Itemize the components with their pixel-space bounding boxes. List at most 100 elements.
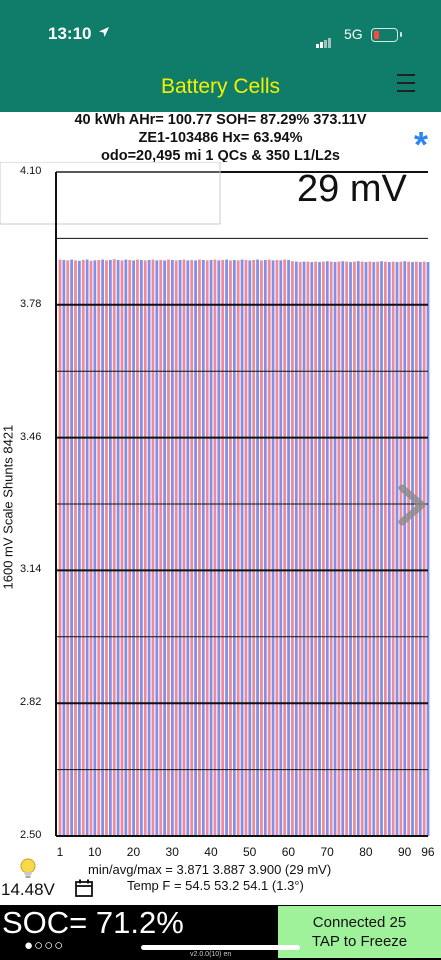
x-tick-label: 40 — [204, 845, 218, 859]
calendar-icon[interactable] — [74, 878, 94, 898]
app-bar: Battery Cells — [0, 62, 441, 112]
cell-bar-64 — [302, 261, 306, 836]
location-arrow-icon — [99, 27, 109, 37]
x-tick-label: 96 — [421, 845, 435, 859]
cell-bar-21 — [136, 259, 139, 836]
cell-bar-1 — [58, 259, 62, 836]
cell-bar-96 — [426, 262, 430, 836]
cell-bar-22 — [139, 259, 143, 837]
cell-bar-20 — [132, 260, 135, 836]
cell-bar-94 — [418, 262, 422, 836]
page-indicator[interactable]: ●○○○ — [24, 937, 65, 954]
cell-bar-58 — [279, 260, 283, 836]
y-tick-label: 3.46 — [20, 430, 42, 443]
cell-bar-4 — [70, 259, 74, 836]
cell-bar-61 — [291, 261, 294, 837]
cell-bar-63 — [298, 262, 302, 836]
cell-bar-28 — [163, 260, 166, 836]
y-tick-label: 2.82 — [20, 696, 42, 709]
cell-bar-51 — [252, 259, 256, 837]
cell-bar-18 — [124, 259, 128, 836]
status-time: 13:10 — [48, 24, 92, 43]
cell-bar-68 — [318, 262, 321, 836]
cell-bar-48 — [240, 259, 244, 836]
cell-bar-7 — [81, 259, 85, 837]
spread-readout: 29 mV — [297, 168, 407, 210]
cell-bar-79 — [360, 261, 364, 836]
cell-bar-84 — [380, 261, 383, 837]
cell-bar-37 — [198, 259, 201, 836]
cell-stats: min/avg/max = 3.871 3.887 3.900 (29 mV) — [88, 862, 332, 877]
signal-icon — [316, 30, 332, 48]
pack-summary: 40 kWh AHr= 100.77 SOH= 87.29% 373.11V — [74, 112, 367, 128]
star-icon[interactable]: * — [414, 124, 429, 165]
cell-bar-35 — [190, 259, 194, 837]
cell-bar-44 — [225, 259, 228, 836]
chevron-right-icon[interactable] — [398, 484, 428, 526]
cell-bar-80 — [364, 262, 368, 836]
cell-bar-41 — [213, 259, 217, 836]
cell-bar-54 — [263, 259, 267, 837]
y-tick-label: 2.50 — [20, 829, 42, 841]
cell-bar-56 — [271, 260, 275, 836]
cell-bar-43 — [221, 259, 225, 837]
cell-bar-50 — [248, 260, 252, 836]
cell-bar-30 — [170, 259, 174, 837]
cell-bar-26 — [155, 260, 159, 836]
y-tick-label: 3.78 — [20, 297, 42, 310]
menu-icon[interactable] — [397, 70, 415, 96]
x-tick-label: 70 — [320, 845, 334, 859]
cell-bar-40 — [209, 259, 213, 837]
cell-bar-2 — [62, 259, 66, 837]
cell-bar-87 — [391, 261, 395, 836]
cell-bar-3 — [66, 260, 70, 836]
cell-bar-5 — [74, 260, 77, 836]
cell-voltage-chart[interactable] — [0, 162, 441, 867]
cell-bar-23 — [143, 260, 147, 836]
cell-bar-55 — [267, 259, 271, 836]
cell-bar-12 — [101, 259, 105, 836]
aux-battery-voltage: 14.48V — [1, 880, 55, 899]
cell-bar-14 — [108, 259, 112, 837]
y-axis-label: 1600 mV Scale Shunts 8421 — [0, 424, 16, 590]
cell-bar-33 — [182, 259, 186, 836]
cell-bar-11 — [97, 259, 101, 837]
cell-bar-6 — [77, 260, 81, 836]
cell-bar-36 — [194, 260, 197, 836]
cell-bar-85 — [383, 261, 387, 836]
cell-bar-15 — [112, 259, 116, 836]
cell-bar-86 — [387, 262, 391, 836]
cell-bar-42 — [217, 260, 221, 836]
cell-bar-13 — [105, 260, 108, 836]
home-indicator[interactable] — [141, 945, 300, 950]
x-tick-label: 10 — [88, 845, 102, 859]
cell-bar-34 — [186, 260, 190, 836]
cell-bar-92 — [411, 262, 414, 836]
x-tick-label: 80 — [359, 845, 373, 859]
freeze-button[interactable] — [278, 906, 441, 958]
page-title: Battery Cells — [160, 75, 281, 98]
cell-bar-32 — [178, 259, 182, 837]
x-tick-label: 30 — [165, 845, 179, 859]
x-tick-label: 20 — [126, 845, 141, 859]
odometer-line: odo=20,495 mi 1 QCs & 350 L1/L2s — [101, 148, 340, 162]
cell-bar-9 — [89, 260, 93, 836]
cell-bar-10 — [93, 260, 97, 836]
cell-bar-19 — [128, 259, 132, 837]
status-bar: 13:10 5G — [0, 0, 441, 62]
cell-bar-69 — [322, 261, 325, 836]
cell-bar-38 — [201, 259, 205, 837]
version-label: v2.0.0(10) en — [190, 951, 232, 958]
cell-bar-46 — [232, 259, 236, 837]
cell-bar-25 — [151, 259, 155, 836]
cell-bar-59 — [283, 259, 287, 836]
cell-bar-73 — [337, 261, 341, 836]
cell-bar-77 — [353, 261, 356, 836]
cell-bar-24 — [147, 259, 151, 837]
cell-bar-27 — [159, 259, 163, 837]
cell-bar-31 — [174, 260, 178, 836]
x-tick-label: 90 — [397, 845, 412, 859]
x-tick-label: 50 — [243, 845, 257, 859]
cell-bar-70 — [325, 261, 329, 837]
lightbulb-icon[interactable] — [19, 858, 37, 880]
